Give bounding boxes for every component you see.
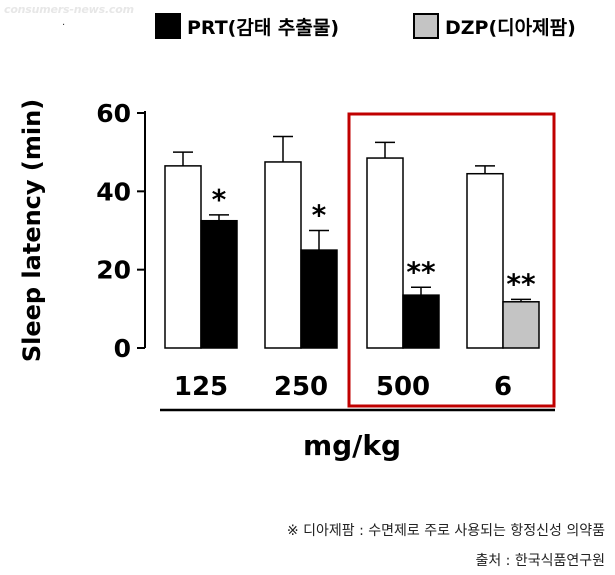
bar-control-500	[366, 157, 404, 349]
bar-treatment-500	[402, 294, 440, 349]
x-tick-label: 125	[174, 372, 228, 402]
y-tick-label: 0	[114, 334, 131, 363]
x-axis-label: mg/kg	[303, 429, 401, 462]
bar-control-125	[164, 165, 202, 349]
legend-item-prt: PRT(감태 추출물)	[155, 12, 339, 40]
y-tick-label: 40	[96, 177, 131, 206]
bar-treatment-250	[300, 249, 338, 349]
significance-label: *	[212, 183, 227, 216]
stray-dot: ·	[62, 20, 66, 31]
footnote-diazepam: ※ 디아제팜 : 수면제로 주로 사용되는 항정신성 의약품	[286, 523, 605, 539]
bar-control-250	[264, 161, 302, 349]
x-axis: 125 250 500 6 mg/kg	[160, 372, 555, 462]
y-tick-label: 60	[96, 99, 131, 128]
y-axis-label: Sleep latency (min)	[18, 99, 46, 362]
y-tick-label: 20	[96, 256, 131, 285]
y-axis: 0 20 40 60 Sleep latency (min)	[18, 99, 146, 363]
legend-swatch-dzp	[413, 13, 439, 39]
highlight-box	[347, 112, 556, 408]
significance-label: *	[312, 199, 327, 232]
footnote-source: 출처 : 한국식품연구원	[475, 553, 605, 569]
x-tick-label: 500	[376, 372, 430, 402]
x-tick-label: 6	[494, 372, 512, 402]
legend-swatch-prt	[155, 13, 181, 39]
significance-label: **	[506, 267, 536, 300]
legend-label-dzp: DZP(디아제팜)	[445, 16, 576, 39]
bars: * *** **	[164, 135, 540, 349]
x-tick-label: 250	[274, 372, 328, 402]
bar-control-6	[466, 172, 504, 349]
legend-label-prt: PRT(감태 추출물)	[187, 16, 340, 39]
bar-treatment-6	[502, 301, 540, 349]
legend-item-dzp: DZP(디아제팜)	[413, 12, 576, 40]
watermark-text: consumers-news.com	[4, 3, 134, 16]
significance-label: **	[406, 255, 436, 288]
bar-treatment-125	[200, 219, 238, 349]
